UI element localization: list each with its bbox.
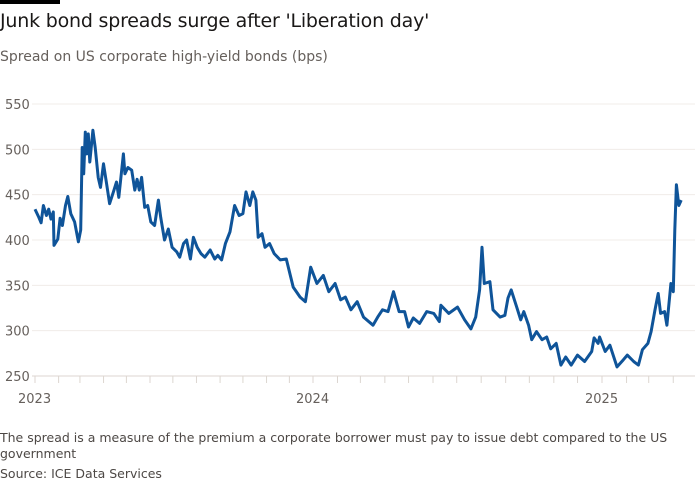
chart-note: The spread is a measure of the premium a… [0, 430, 668, 461]
x-tick-label: 2024 [296, 392, 329, 407]
x-tick-label: 2023 [18, 392, 51, 407]
y-tick-label: 350 [5, 279, 30, 294]
x-axis: 2023 2024 2025 [18, 376, 674, 407]
y-tick-label: 450 [5, 189, 30, 204]
y-tick-label: 500 [5, 143, 30, 158]
chart-subtitle: Spread on US corporate high-yield bonds … [0, 49, 328, 65]
y-tick-label: 550 [5, 98, 30, 113]
y-tick-label: 400 [5, 234, 30, 249]
line-chart: 250 300 350 400 450 500 550 2023 2024 2025 [5, 98, 695, 407]
y-axis: 250 300 350 400 450 500 550 [5, 98, 30, 385]
y-tick-label: 250 [5, 370, 30, 385]
gridlines [32, 103, 695, 377]
brand-bar [0, 0, 60, 4]
x-tick-label: 2025 [585, 392, 618, 407]
chart-title: Junk bond spreads surge after 'Liberatio… [0, 10, 430, 32]
series-line [33, 128, 683, 369]
y-tick-label: 300 [5, 325, 30, 340]
chart-source: Source: ICE Data Services [0, 466, 162, 481]
